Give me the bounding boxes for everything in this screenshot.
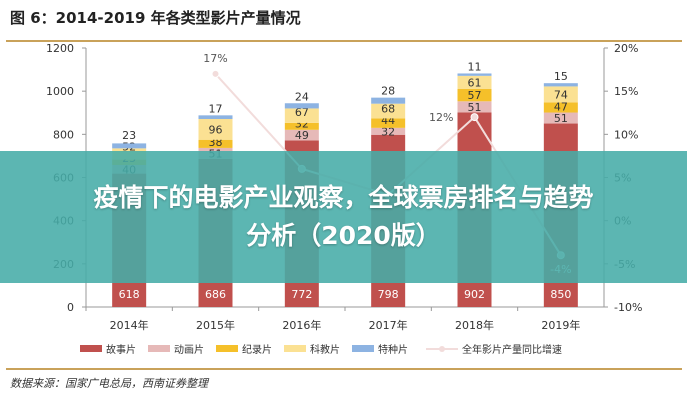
bar-科教片 xyxy=(371,103,406,119)
growth-point xyxy=(211,69,220,78)
growth-label: 12% xyxy=(429,111,453,124)
x-tick-label: 2016年 xyxy=(282,318,321,332)
banner-line-1: 疫情下的电影产业观察，全球票房排名与趋势 xyxy=(93,183,594,212)
bar-label: 57 xyxy=(468,89,482,102)
title-banner: 疫情下的电影产业观察，全球票房排名与趋势 分析（2020版） xyxy=(0,151,687,283)
bar-纪录片 xyxy=(284,122,319,130)
bar-label: 11 xyxy=(468,60,482,73)
legend-swatch xyxy=(352,345,374,352)
bar-label: 28 xyxy=(381,85,395,98)
x-tick-label: 2014年 xyxy=(110,318,149,332)
x-tick-label: 2019年 xyxy=(541,318,580,332)
bar-特种片 xyxy=(198,115,233,120)
bar-label: 15 xyxy=(554,70,568,83)
bar-纪录片 xyxy=(371,118,406,128)
growth-point xyxy=(470,113,479,122)
bar-label: 618 xyxy=(119,288,140,301)
bar-科教片 xyxy=(198,119,233,140)
bar-label: 686 xyxy=(205,288,226,301)
bar-特种片 xyxy=(284,103,319,109)
y2-tick-label: 20% xyxy=(614,42,638,55)
legend-label: 特种片 xyxy=(378,343,408,356)
y2-tick-label: 10% xyxy=(614,128,638,141)
y-tick-label: 1000 xyxy=(46,85,74,98)
bar-label: 798 xyxy=(378,288,399,301)
bar-特种片 xyxy=(457,73,492,76)
source-note: 数据来源：国家广电总局，西南证券整理 xyxy=(10,377,208,390)
bottom-divider xyxy=(6,368,682,370)
bar-label: 49 xyxy=(295,129,309,142)
bar-特种片 xyxy=(543,83,578,87)
legend-label: 纪录片 xyxy=(242,343,272,356)
bar-纪录片 xyxy=(457,89,492,102)
bar-label: 51 xyxy=(554,112,568,125)
bar-科教片 xyxy=(457,75,492,90)
banner-line-2: 分析（2020版） xyxy=(246,221,441,250)
y2-tick-label: 15% xyxy=(614,85,638,98)
bar-label: 51 xyxy=(468,101,482,114)
bar-纪录片 xyxy=(198,139,233,148)
bar-label: 17 xyxy=(209,102,223,115)
bar-label: 68 xyxy=(381,102,395,115)
bar-label: 772 xyxy=(291,288,312,301)
legend-swatch xyxy=(216,345,238,352)
bar-动画片 xyxy=(284,129,319,141)
bar-科教片 xyxy=(543,86,578,103)
legend-label: 全年影片产量同比增速 xyxy=(462,343,562,356)
legend-label: 科教片 xyxy=(310,343,340,356)
y-tick-label: 0 xyxy=(67,301,74,314)
bar-动画片 xyxy=(457,101,492,113)
bar-label: 850 xyxy=(550,288,571,301)
growth-label: 17% xyxy=(203,52,227,65)
bar-label: 24 xyxy=(295,90,309,103)
bar-label: 67 xyxy=(295,106,309,119)
y-tick-label: 800 xyxy=(53,128,74,141)
bar-label: 32 xyxy=(381,125,395,138)
legend-line-marker xyxy=(439,346,445,352)
bar-特种片 xyxy=(112,143,147,149)
legend-swatch xyxy=(284,345,306,352)
bar-label: 902 xyxy=(464,288,485,301)
x-tick-label: 2018年 xyxy=(455,318,494,332)
bar-label: 47 xyxy=(554,101,568,114)
bar-纪录片 xyxy=(543,102,578,113)
bar-label: 96 xyxy=(209,123,223,136)
bar-动画片 xyxy=(371,127,406,135)
legend-swatch xyxy=(148,345,170,352)
legend-swatch xyxy=(80,345,102,352)
bar-科教片 xyxy=(284,108,319,123)
legend-label: 动画片 xyxy=(174,343,204,356)
bar-label: 61 xyxy=(468,76,482,89)
y-tick-label: 1200 xyxy=(46,42,74,55)
chart-title: 图 6：2014-2019 年各类型影片产量情况 xyxy=(10,9,301,27)
bar-动画片 xyxy=(543,112,578,124)
x-tick-label: 2017年 xyxy=(369,318,408,332)
bar-label: 23 xyxy=(122,129,136,142)
legend-label: 故事片 xyxy=(106,343,136,356)
x-tick-label: 2015年 xyxy=(196,318,235,332)
y2-tick-label: -10% xyxy=(614,301,642,314)
bar-label: 74 xyxy=(554,88,568,101)
top-divider xyxy=(6,40,682,42)
bar-特种片 xyxy=(371,97,406,104)
